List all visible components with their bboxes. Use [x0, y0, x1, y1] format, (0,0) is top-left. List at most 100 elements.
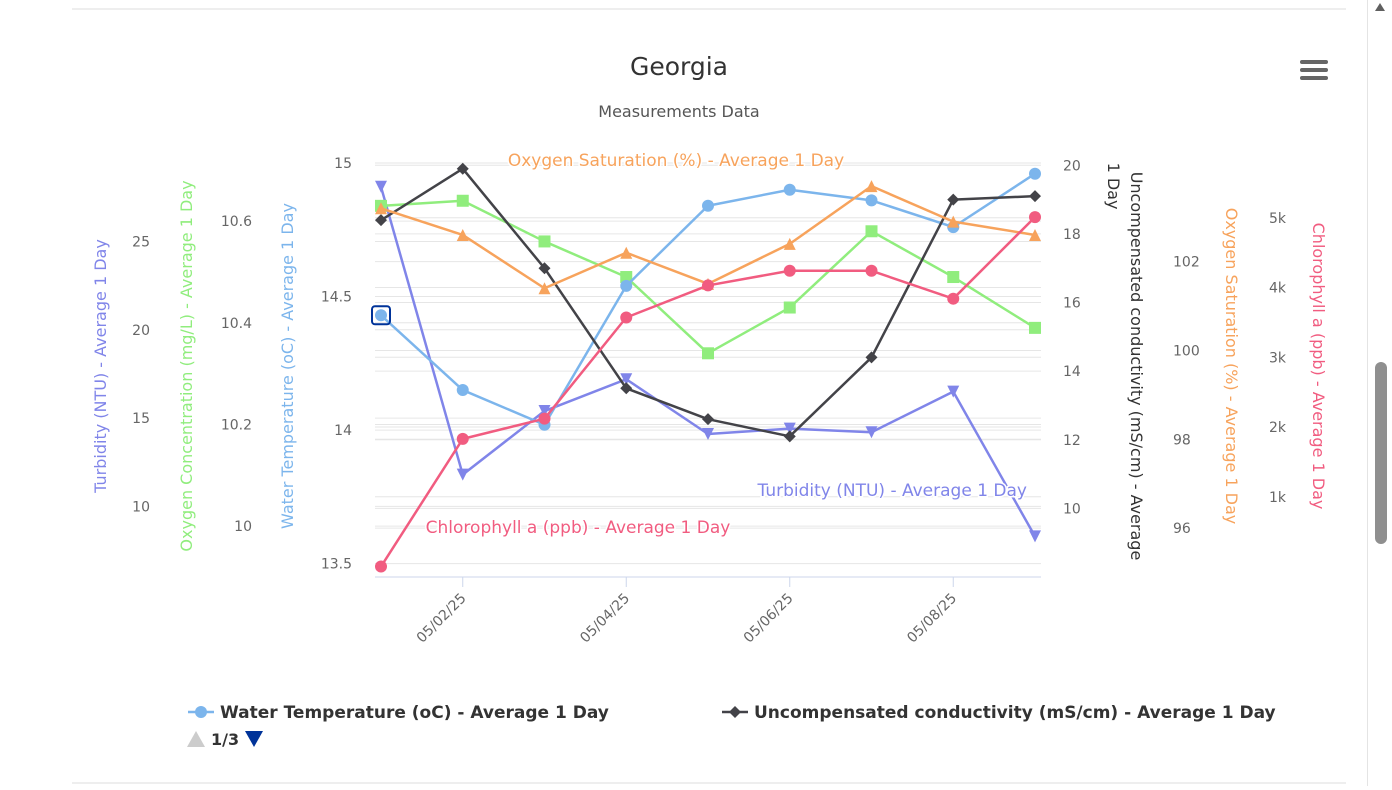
series-labels: Oxygen Saturation (%) - Average 1 Day Tur… [424, 150, 1028, 540]
series-label-chlorophyll: Chlorophyll a (ppb) - Average 1 Day [426, 518, 731, 538]
y-tick-label-water_temp: 15 [334, 156, 352, 172]
y-tick-label-conductivity: 12 [1063, 433, 1081, 449]
series-oxygen_sat [375, 180, 1041, 295]
data-point-water_temp [1029, 167, 1041, 180]
y-tick-label-oxygen_conc: 10.6 [221, 214, 252, 230]
legend-item-conductivity[interactable]: Uncompensated conductivity (mS/cm) - Ave… [722, 703, 1276, 723]
data-point-oxygen_sat [456, 228, 469, 241]
legend-label-water_temp: Water Temperature (oC) - Average 1 Day [220, 703, 609, 723]
series-conductivity [375, 162, 1041, 443]
scrollbar-thumb[interactable] [1375, 362, 1387, 544]
menu-bar-1 [1300, 60, 1328, 64]
x-tick-label: 05/02/25 [414, 591, 470, 647]
menu-bar-3 [1300, 76, 1328, 80]
y-tick-label-conductivity: 14 [1063, 364, 1081, 380]
data-point-chlorophyll [1029, 211, 1041, 224]
data-point-chlorophyll [538, 412, 551, 425]
series-line-chlorophyll [379, 216, 1036, 568]
chart-menu-button[interactable] [1300, 60, 1328, 84]
y-axis-title-conductivity-line2: 1 Day [1104, 163, 1123, 210]
menu-bar-2 [1300, 68, 1328, 72]
y-axis-title-chlorophyll: Chlorophyll a (ppb) - Average 1 Day [1309, 223, 1328, 510]
y-tick-label-oxygen_sat: 100 [1173, 343, 1200, 359]
data-point-chlorophyll [783, 264, 796, 277]
data-point-turbidity [538, 405, 551, 418]
legend-symbol-conductivity [729, 706, 741, 718]
y-tick-label-oxygen_conc: 10.4 [221, 316, 252, 332]
legend-symbol-water_temp [195, 706, 207, 718]
data-point-oxygen_sat [947, 215, 960, 228]
chart-subtitle: Measurements Data [598, 102, 759, 121]
axes: 10 15 20 25 Turbidity (NTU) - Average 1 Day 1… [91, 156, 1328, 646]
legend-page-down-icon[interactable] [245, 731, 264, 747]
x-tick-label: 05/08/25 [904, 591, 960, 647]
hover-highlight-marker [371, 305, 391, 326]
y-tick-label-conductivity: 10 [1063, 501, 1081, 517]
data-point-oxygen_conc [1029, 321, 1041, 334]
y-tick-label-oxygen_sat: 98 [1173, 432, 1191, 448]
y-tick-label-turbidity: 15 [132, 411, 150, 427]
y-axis-title-conductivity: Uncompensated conductivity (mS/cm) - Ave… [1127, 172, 1146, 561]
scroll-up-arrow-icon[interactable] [1375, 3, 1385, 11]
data-point-conductivity [947, 193, 960, 206]
y-tick-label-chlorophyll: 1k [1269, 490, 1287, 506]
data-point-conductivity [702, 413, 714, 426]
data-point-conductivity [538, 262, 551, 275]
y-tick-label-turbidity: 20 [132, 323, 150, 339]
grid-lines [375, 162, 1041, 565]
y-axis-title-oxygen_conc: Oxygen Concentration (mg/L) - Average 1 … [177, 180, 196, 551]
data-point-oxygen_sat [865, 180, 878, 193]
y-axis-title-turbidity: Turbidity (NTU) - Average 1 Day [91, 239, 110, 494]
chart-title: Georgia [630, 52, 728, 81]
y-tick-label-turbidity: 25 [132, 235, 150, 251]
y-tick-label-water_temp: 14 [334, 423, 352, 439]
data-point-conductivity [620, 382, 633, 395]
data-point-oxygen_conc [456, 194, 469, 207]
legend-label-conductivity: Uncompensated conductivity (mS/cm) - Ave… [754, 703, 1276, 723]
data-point-oxygen_conc [947, 271, 960, 284]
data-point-water_temp [865, 194, 878, 207]
y-tick-label-water_temp: 13.5 [321, 557, 352, 573]
data-point-turbidity [1029, 530, 1041, 543]
data-point-turbidity [456, 468, 469, 481]
data-point-chlorophyll [620, 311, 633, 324]
legend-pagination: 1/3 [187, 728, 264, 750]
data-point-turbidity [947, 385, 960, 398]
data-point-oxygen_conc [865, 225, 878, 238]
y-tick-label-conductivity: 20 [1063, 158, 1081, 174]
data-point-chlorophyll [702, 279, 714, 292]
y-axis-title-water_temp: Water Temperature (oC) - Average 1 Day [278, 203, 297, 529]
data-point-turbidity [783, 422, 796, 435]
data-point-chlorophyll [456, 432, 469, 445]
data-point-water_temp [375, 309, 387, 322]
data-point-oxygen_conc [538, 235, 551, 248]
series-turbidity [375, 180, 1041, 543]
data-point-water_temp [702, 199, 714, 212]
series-line-oxygen_conc [380, 199, 1036, 355]
data-point-conductivity [865, 351, 878, 364]
x-tick-label: 05/06/25 [741, 591, 797, 647]
data-point-turbidity [620, 373, 633, 386]
y-tick-label-chlorophyll: 4k [1269, 281, 1287, 297]
y-tick-label-oxygen_sat: 96 [1173, 521, 1191, 537]
data-point-conductivity [456, 162, 469, 175]
legend: Water Temperature (oC) - Average 1 Day Un… [188, 703, 1276, 723]
legend-page-up-icon[interactable] [187, 731, 205, 747]
data-point-chlorophyll [375, 560, 387, 573]
y-tick-label-chlorophyll: 2k [1269, 420, 1287, 436]
y-tick-label-chlorophyll: 3k [1269, 350, 1287, 366]
y-tick-label-turbidity: 10 [132, 499, 150, 515]
data-point-conductivity [375, 214, 387, 227]
data-point-turbidity [865, 426, 878, 439]
page-scrollbar[interactable] [1367, 0, 1392, 786]
data-point-water_temp [456, 384, 469, 397]
data-point-chlorophyll [947, 292, 960, 305]
x-tick-label: 05/04/25 [577, 591, 633, 647]
data-point-oxygen_sat [620, 246, 633, 259]
data-point-oxygen_sat [1029, 228, 1041, 241]
series-oxygen_conc [375, 194, 1041, 360]
legend-item-water_temp[interactable]: Water Temperature (oC) - Average 1 Day [188, 703, 609, 723]
y-tick-label-chlorophyll: 5k [1269, 211, 1287, 227]
y-tick-label-oxygen_conc: 10.2 [221, 417, 252, 433]
